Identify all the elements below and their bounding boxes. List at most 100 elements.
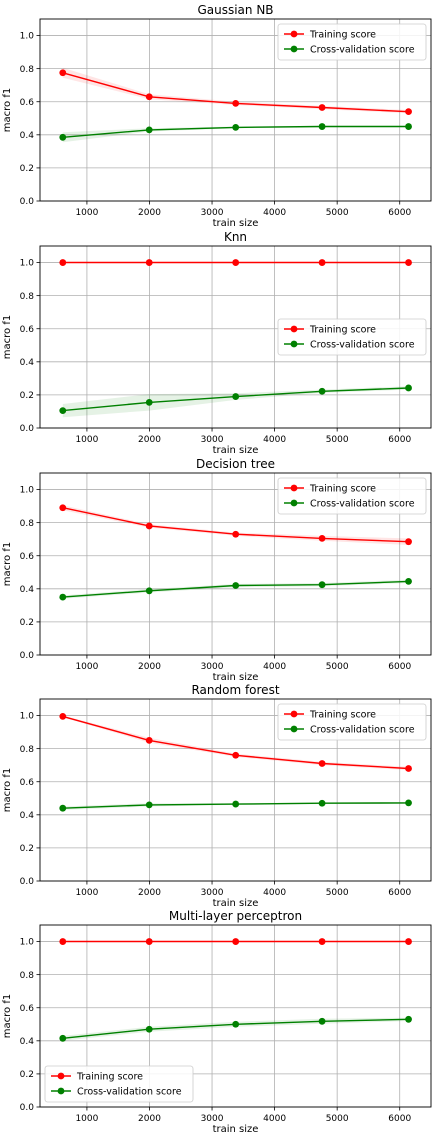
- data-point-cv: [318, 1017, 326, 1025]
- x-tick-label: 5000: [326, 435, 349, 445]
- y-tick-label: 0.0: [20, 877, 35, 887]
- x-tick-label: 2000: [138, 208, 161, 218]
- data-point-cv: [59, 407, 67, 415]
- y-tick-label: 0.2: [20, 391, 34, 401]
- chart-title: Gaussian NB: [197, 3, 273, 17]
- chart-panel-1: 1000 2000 3000 4000 5000 6000 0.0 0.2 0.4 0.6 0.8 1…: [2, 3, 432, 229]
- legend-box: [277, 23, 427, 61]
- data-point-training: [405, 259, 412, 266]
- legend-label: Training score: [76, 1072, 143, 1083]
- y-axis-label: macro f1: [2, 768, 13, 812]
- x-axis-label: train size: [213, 672, 259, 683]
- chart-panel-4: 1000 2000 3000 4000 5000 6000 0.0 0.2 0.4 0.6 0.8 1…: [2, 683, 432, 909]
- x-tick-label: 1000: [75, 208, 98, 218]
- data-point-cv: [145, 126, 153, 134]
- data-point-training: [145, 522, 153, 530]
- x-tick-label: 2000: [138, 888, 161, 898]
- y-tick-label: 0.0: [20, 1103, 35, 1113]
- data-point-training: [145, 736, 153, 744]
- y-tick-label: 0.4: [20, 358, 35, 368]
- data-point-training: [232, 259, 240, 266]
- x-tick-label: 3000: [201, 662, 224, 672]
- legend-box: [277, 318, 427, 356]
- y-tick-label: 0.4: [20, 811, 35, 821]
- data-point-cv: [232, 1020, 240, 1028]
- y-tick-label: 0.6: [20, 552, 35, 562]
- chart-title: Knn: [224, 230, 247, 244]
- axes-frame: [39, 924, 432, 1108]
- x-tick-label: 3000: [201, 208, 224, 218]
- legend-box: [277, 703, 427, 741]
- y-tick-label: 0.6: [20, 1004, 35, 1014]
- chart-panel-5: 1000 2000 3000 4000 5000 6000 0.0 0.2 0.4 0.6 0.8 1…: [2, 909, 432, 1135]
- legend-box: [277, 477, 427, 515]
- legend-box: [44, 1065, 194, 1103]
- x-tick-label: 4000: [263, 435, 286, 445]
- data-point-training: [59, 938, 67, 945]
- x-tick-label: 3000: [201, 1114, 224, 1124]
- data-point-training: [59, 504, 67, 512]
- data-point-cv: [59, 1034, 67, 1042]
- x-tick-label: 1000: [75, 888, 98, 898]
- y-tick-label: 1.0: [20, 712, 35, 722]
- x-tick-label: 5000: [326, 888, 349, 898]
- chart-panel-3: 1000 2000 3000 4000 5000 6000 0.0 0.2 0.4 0.6 0.8 1…: [2, 457, 432, 683]
- x-tick-label: 4000: [263, 662, 286, 672]
- x-tick-label: 2000: [138, 1114, 161, 1124]
- data-point-training: [318, 104, 326, 111]
- data-point-cv: [59, 133, 67, 141]
- x-tick-label: 6000: [388, 662, 411, 672]
- x-tick-label: 6000: [388, 1114, 411, 1124]
- legend-label: Cross-validation score: [310, 725, 415, 736]
- y-axis-label: macro f1: [2, 542, 13, 586]
- data-point-training: [59, 259, 67, 266]
- legend-label: Training score: [309, 710, 376, 721]
- data-point-cv: [59, 804, 67, 812]
- chart-panel-2: 1000 2000 3000 4000 5000 6000 0.0 0.2 0.4 0.6 0.8 1…: [2, 230, 432, 456]
- legend-label: Cross-validation score: [310, 45, 415, 56]
- x-tick-label: 5000: [326, 1114, 349, 1124]
- y-tick-label: 0.6: [20, 325, 35, 335]
- x-tick-label: 6000: [388, 435, 411, 445]
- data-point-training: [318, 938, 326, 945]
- y-tick-label: 0.2: [20, 164, 34, 174]
- y-tick-label: 0.0: [20, 197, 35, 207]
- x-tick-label: 5000: [326, 662, 349, 672]
- data-point-cv: [318, 799, 326, 807]
- legend-marker: [290, 45, 298, 53]
- data-point-training: [232, 530, 240, 538]
- y-tick-label: 1.0: [20, 32, 35, 42]
- data-point-training: [232, 938, 240, 945]
- axes-frame: [39, 698, 432, 882]
- y-tick-label: 0.2: [20, 844, 34, 854]
- data-point-cv: [405, 799, 412, 807]
- x-axis-label: train size: [213, 898, 259, 909]
- x-tick-label: 5000: [326, 208, 349, 218]
- legend-marker: [290, 710, 298, 718]
- legend-marker: [290, 325, 298, 333]
- data-point-training: [145, 93, 153, 101]
- legend-label: Training score: [309, 484, 376, 495]
- legend-label: Training score: [309, 325, 376, 336]
- data-point-cv: [145, 587, 153, 595]
- data-point-training: [405, 938, 412, 945]
- data-point-training: [59, 69, 67, 77]
- data-point-cv: [145, 801, 153, 809]
- x-tick-label: 1000: [75, 662, 98, 672]
- y-tick-label: 0.6: [20, 98, 35, 108]
- legend-label: Training score: [309, 30, 376, 41]
- legend-marker: [290, 30, 298, 38]
- x-tick-label: 1000: [75, 1114, 98, 1124]
- y-tick-label: 0.8: [20, 292, 35, 302]
- data-point-training: [405, 538, 412, 546]
- x-tick-label: 2000: [138, 662, 161, 672]
- y-tick-label: 0.4: [20, 585, 35, 595]
- legend-marker: [290, 499, 298, 507]
- data-point-cv: [145, 1025, 153, 1033]
- chart-title: Random forest: [191, 683, 279, 697]
- x-tick-label: 2000: [138, 435, 161, 445]
- chart-title: Decision tree: [196, 457, 275, 471]
- legend-label: Cross-validation score: [310, 340, 415, 351]
- y-tick-label: 0.6: [20, 778, 35, 788]
